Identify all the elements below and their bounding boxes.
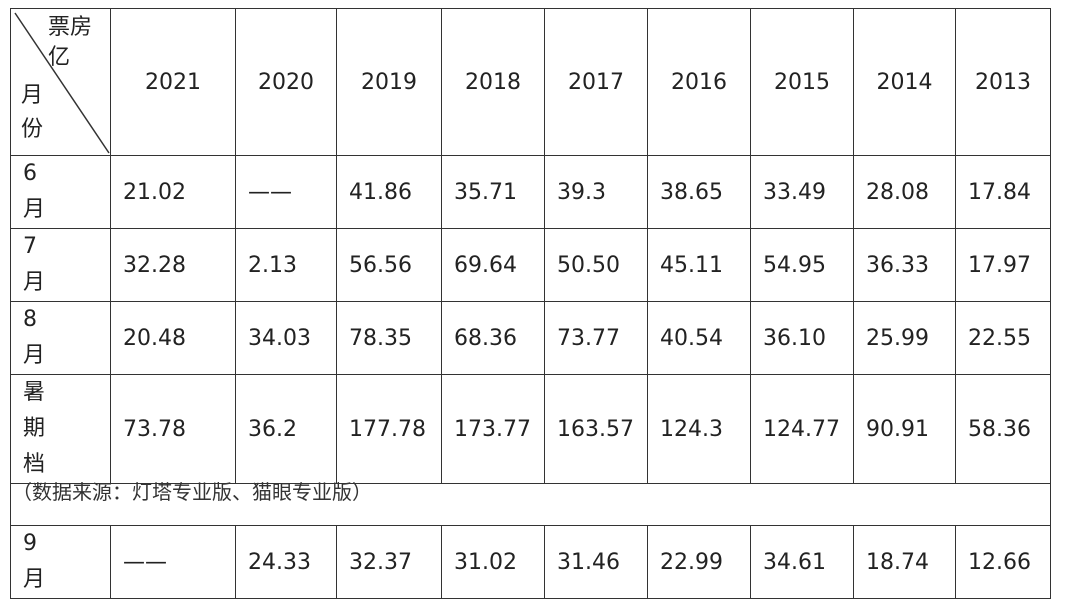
cell: 25.99 (853, 301, 956, 375)
cell: 17.97 (955, 228, 1051, 302)
data-row: 7月 32.28 2.13 56.56 69.64 50.50 45.11 54.95 36.3… (10, 228, 1051, 302)
column-header: 2015 (750, 8, 854, 156)
cell: 35.71 (441, 155, 545, 229)
cell: 20.48 (110, 301, 236, 375)
row-label: 7月 (10, 228, 111, 302)
cell: 28.08 (853, 155, 956, 229)
cell: 56.56 (336, 228, 442, 302)
diagonal (14, 12, 110, 154)
cell: 2.13 (235, 228, 337, 302)
cell: 45.11 (647, 228, 751, 302)
cell: 173.77 (441, 374, 545, 484)
row-label: 暑期档 (10, 374, 111, 484)
row-label-text: 9月 (23, 531, 64, 592)
cell: 163.57 (544, 374, 648, 484)
column-header: 2018 (441, 8, 545, 156)
row-label-text: 6月 (23, 161, 64, 222)
data-row: 暑期档 73.78 36.2 177.78 173.77 163.57 124.3 124.7… (10, 374, 1051, 484)
corner-top-label: 票房亿 (48, 15, 93, 70)
row-label-text: 7月 (23, 234, 64, 295)
source-note: （数据来源：灯塔专业版、猫眼专业版） (12, 480, 372, 504)
cell: 18.74 (853, 525, 956, 599)
cell: 68.36 (441, 301, 545, 375)
cell: 33.49 (750, 155, 854, 229)
cell: 124.3 (647, 374, 751, 484)
cell: 40.54 (647, 301, 751, 375)
data-row: 9月 —— 24.33 32.37 31.02 31.46 22.99 34.61 18.74 1… (10, 525, 1051, 599)
column-header: 2019 (336, 8, 442, 156)
cell: 32.28 (110, 228, 236, 302)
corner-cell: 票房亿 月份 (10, 8, 111, 156)
cell: 17.84 (955, 155, 1051, 229)
cell: 69.64 (441, 228, 545, 302)
page: {"table": { "corner": {"top_label": "票房亿… (10, 8, 1051, 599)
cell: 39.3 (544, 155, 648, 229)
cell: 73.78 (110, 374, 236, 484)
row-label: 9月 (10, 525, 111, 599)
cell: 78.35 (336, 301, 442, 375)
cell: 34.03 (235, 301, 337, 375)
cell: 21.02 (110, 155, 236, 229)
row-label-text: 暑期档 (23, 380, 64, 477)
cell: 34.61 (750, 525, 854, 599)
column-header: 2017 (544, 8, 648, 156)
header-row: 票房亿 月份 2021 2020 2019 2018 2017 2016 2015 2014 201… (10, 8, 1051, 156)
cell: 31.46 (544, 525, 648, 599)
cell: —— (235, 155, 337, 229)
cell: 22.99 (647, 525, 751, 599)
cell: 90.91 (853, 374, 956, 484)
cell: —— (110, 525, 236, 599)
cell: 36.33 (853, 228, 956, 302)
box-office-table: 票房亿 月份 2021 2020 2019 2018 2017 2016 2015 2014 201… (10, 8, 1051, 599)
cell: 36.10 (750, 301, 854, 375)
row-label: 6月 (10, 155, 111, 229)
row-label-text: 8月 (23, 307, 64, 368)
column-header: 2016 (647, 8, 751, 156)
column-header: 2021 (110, 8, 236, 156)
cell: 50.50 (544, 228, 648, 302)
cell: 36.2 (235, 374, 337, 484)
cell: 41.86 (336, 155, 442, 229)
cell: 24.33 (235, 525, 337, 599)
column-header: 2014 (853, 8, 956, 156)
cell: 73.77 (544, 301, 648, 375)
data-row: 8月 20.48 34.03 78.35 68.36 73.77 40.54 36.10 25.… (10, 301, 1051, 375)
cell: 31.02 (441, 525, 545, 599)
corner-bottom-label: 月份 (21, 83, 44, 142)
cell: 177.78 (336, 374, 442, 484)
cell: 124.77 (750, 374, 854, 484)
cell: 58.36 (955, 374, 1051, 484)
data-row: 6月 21.02 —— 41.86 35.71 39.3 38.65 33.49 28.08 17… (10, 155, 1051, 229)
cell: 38.65 (647, 155, 751, 229)
cell: 32.37 (336, 525, 442, 599)
cell: 54.95 (750, 228, 854, 302)
cell: 12.66 (955, 525, 1051, 599)
cell: 22.55 (955, 301, 1051, 375)
row-label: 8月 (10, 301, 111, 375)
column-header: 2020 (235, 8, 337, 156)
column-header: 2013 (955, 8, 1051, 156)
